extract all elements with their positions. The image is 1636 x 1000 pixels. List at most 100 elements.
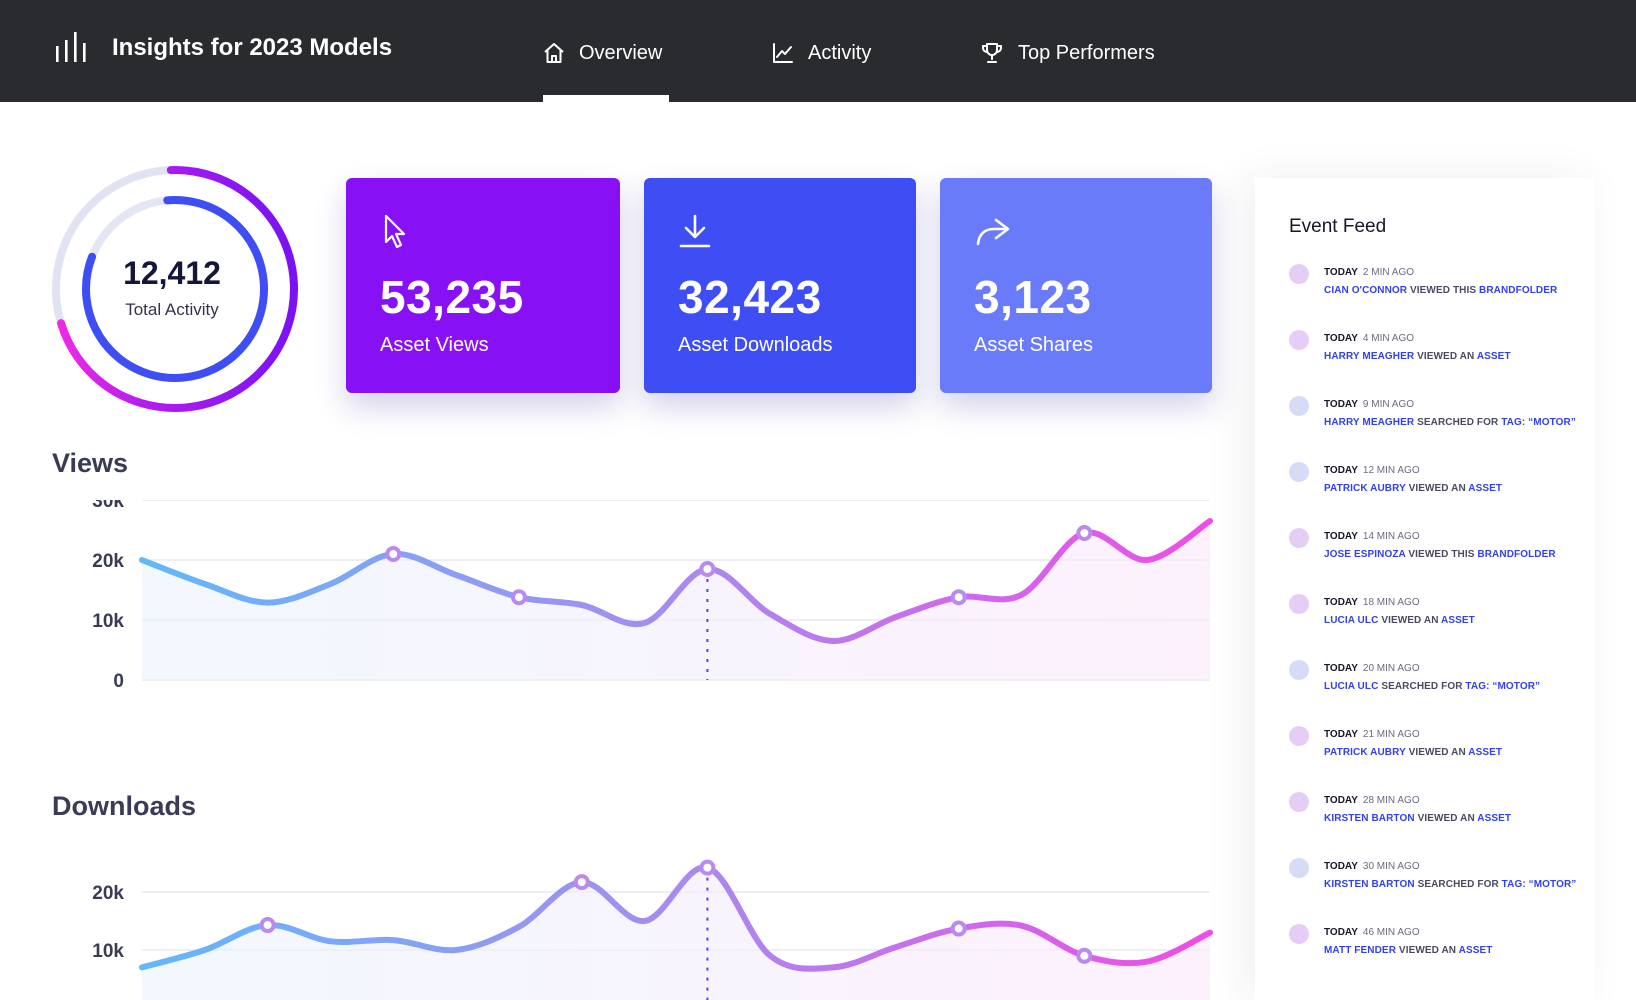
active-tab-indicator xyxy=(543,95,669,102)
line-chart-icon xyxy=(773,43,793,63)
feed-item-action: VIEWED AN xyxy=(1398,945,1457,956)
feed-item-ago: 14 MIN AGO xyxy=(1362,531,1420,542)
feed-item-target-link[interactable]: ASSET xyxy=(1458,945,1493,956)
cursor-icon xyxy=(384,214,406,249)
asset-shares-label: Asset Shares xyxy=(974,334,1093,356)
feed-item-target-link[interactable]: TAG: “MOTOR” xyxy=(1501,417,1576,428)
feed-item-target-link[interactable]: TAG: “MOTOR” xyxy=(1501,879,1577,890)
tab-overview[interactable]: Overview xyxy=(543,38,662,68)
home-icon xyxy=(544,43,564,63)
feed-item-time: TODAY 30 MIN AGO xyxy=(1324,861,1420,872)
trophy-icon xyxy=(982,43,1002,63)
feed-item-dot xyxy=(1289,792,1309,812)
feed-item-user-link[interactable]: MATT FENDER xyxy=(1324,945,1397,956)
feed-item-target-link[interactable]: ASSET xyxy=(1477,813,1512,824)
asset-views-value: 53,235 xyxy=(380,271,524,323)
downloads-line-chart: 30k 20k 10k xyxy=(92,843,1213,1000)
views-line-chart: 30k 20k 10k 0 xyxy=(92,500,1213,692)
feed-item-dot xyxy=(1289,858,1309,878)
feed-item-user-link[interactable]: HARRY MEAGHER xyxy=(1324,417,1415,428)
feed-item-message: KIRSTEN BARTON VIEWED AN ASSET xyxy=(1324,813,1511,824)
data-point xyxy=(1076,525,1093,541)
feed-item: TODAY 14 MIN AGO JOSE ESPINOZA VIEWED THIS… xyxy=(1289,526,1589,570)
asset-downloads-label: Asset Downloads xyxy=(678,334,833,356)
feed-item-day: TODAY xyxy=(1324,861,1358,872)
feed-item: TODAY 18 MIN AGO LUCIA ULC VIEWED AN ASSET xyxy=(1289,592,1589,636)
feed-item-time: TODAY 9 MIN AGO xyxy=(1324,399,1414,410)
bar-chart-icon xyxy=(56,32,86,62)
asset-views-card[interactable]: 53,235 Asset Views xyxy=(346,178,620,393)
feed-item-time: TODAY 20 MIN AGO xyxy=(1324,663,1420,674)
feed-item-user-link[interactable]: CIAN O'CONNOR xyxy=(1324,285,1408,296)
feed-item-day: TODAY xyxy=(1324,399,1358,410)
feed-item-day: TODAY xyxy=(1324,531,1358,542)
feed-item-ago: 9 MIN AGO xyxy=(1362,399,1415,410)
data-point xyxy=(259,917,276,934)
feed-item-user-link[interactable]: LUCIA ULC xyxy=(1324,681,1379,692)
feed-item-ago: 18 MIN AGO xyxy=(1362,597,1420,608)
tab-activity[interactable]: Activity xyxy=(772,38,871,68)
data-point xyxy=(950,920,967,937)
feed-item-action: SEARCHED FOR xyxy=(1381,681,1463,692)
feed-item-message: JOSE ESPINOZA VIEWED THIS BRANDFOLDER xyxy=(1324,549,1556,560)
feed-item-action: VIEWED THIS xyxy=(1408,549,1475,560)
series-line xyxy=(139,864,1213,972)
feed-item-target-link[interactable]: ASSET xyxy=(1476,351,1511,362)
feed-item-dot xyxy=(1289,660,1309,680)
feed-item-dot xyxy=(1289,462,1309,482)
feed-item-ago: 28 MIN AGO xyxy=(1362,795,1420,806)
feed-item-day: TODAY xyxy=(1324,795,1358,806)
data-point xyxy=(510,589,527,606)
downloads-chart-title: Downloads xyxy=(52,791,197,821)
feed-item-message: KIRSTEN BARTON SEARCHED FOR TAG: “MOTOR” xyxy=(1324,879,1576,890)
feed-item-day: TODAY xyxy=(1324,597,1358,608)
feed-item-dot xyxy=(1289,924,1309,944)
feed-item-action: VIEWED AN xyxy=(1408,747,1466,758)
feed-item-user-link[interactable]: LUCIA ULC xyxy=(1324,615,1379,626)
y-tick-label: 30k xyxy=(92,843,124,846)
feed-item-user-link[interactable]: HARRY MEAGHER xyxy=(1324,351,1415,362)
feed-item-target-link[interactable]: TAG: “MOTOR” xyxy=(1465,681,1541,692)
asset-shares-card[interactable]: 3,123 Asset Shares xyxy=(940,178,1212,393)
data-point xyxy=(699,859,716,876)
feed-item-ago: 12 MIN AGO xyxy=(1362,465,1420,476)
total-activity-value: 12,412 xyxy=(123,255,221,291)
feed-item: TODAY 20 MIN AGO LUCIA ULC SEARCHED FOR TA… xyxy=(1289,658,1589,702)
feed-item-user-link[interactable]: PATRICK AUBRY xyxy=(1324,483,1406,494)
feed-item-action: VIEWED AN xyxy=(1381,615,1439,626)
feed-item-message: CIAN O'CONNOR VIEWED THIS BRANDFOLDER xyxy=(1324,285,1557,296)
y-tick-label: 0 xyxy=(113,671,124,692)
y-tick-label: 20k xyxy=(92,883,124,904)
feed-item-action: VIEWED AN xyxy=(1417,813,1475,824)
tab-activity-label: Activity xyxy=(808,41,872,64)
feed-item-dot xyxy=(1289,264,1309,284)
y-tick-label: 10k xyxy=(92,611,124,632)
feed-item-target-link[interactable]: ASSET xyxy=(1468,483,1503,494)
tab-overview-label: Overview xyxy=(579,41,663,64)
share-icon xyxy=(976,218,1010,246)
feed-item-time: TODAY 2 MIN AGO xyxy=(1324,267,1414,278)
data-point xyxy=(573,874,590,891)
feed-item-message: HARRY MEAGHER VIEWED AN ASSET xyxy=(1324,351,1511,362)
download-icon xyxy=(679,214,711,248)
feed-item-target-link[interactable]: BRANDFOLDER xyxy=(1479,285,1558,296)
feed-item: TODAY 28 MIN AGO KIRSTEN BARTON VIEWED AN … xyxy=(1289,790,1589,834)
feed-item: TODAY 30 MIN AGO KIRSTEN BARTON SEARCHED F… xyxy=(1289,856,1589,900)
feed-item-user-link[interactable]: PATRICK AUBRY xyxy=(1324,747,1406,758)
feed-item-user-link[interactable]: KIRSTEN BARTON xyxy=(1324,813,1415,824)
feed-item-ago: 20 MIN AGO xyxy=(1362,663,1420,674)
feed-item-time: TODAY 14 MIN AGO xyxy=(1324,531,1420,542)
feed-item-target-link[interactable]: ASSET xyxy=(1441,615,1475,626)
feed-item-ago: 2 MIN AGO xyxy=(1362,267,1415,278)
feed-item-action: SEARCHED FOR xyxy=(1417,417,1499,428)
feed-item-target-link[interactable]: ASSET xyxy=(1468,747,1503,758)
feed-item-user-link[interactable]: JOSE ESPINOZA xyxy=(1324,549,1406,560)
feed-item-user-link[interactable]: KIRSTEN BARTON xyxy=(1324,879,1415,890)
feed-item-day: TODAY xyxy=(1324,663,1358,674)
tab-top-performers[interactable]: Top Performers xyxy=(980,38,1155,68)
feed-item-message: PATRICK AUBRY VIEWED AN ASSET xyxy=(1324,747,1502,758)
feed-item-dot xyxy=(1289,594,1309,614)
asset-downloads-card[interactable]: 32,423 Asset Downloads xyxy=(644,178,916,393)
feed-item-target-link[interactable]: BRANDFOLDER xyxy=(1477,549,1556,560)
feed-item-dot xyxy=(1289,528,1309,548)
